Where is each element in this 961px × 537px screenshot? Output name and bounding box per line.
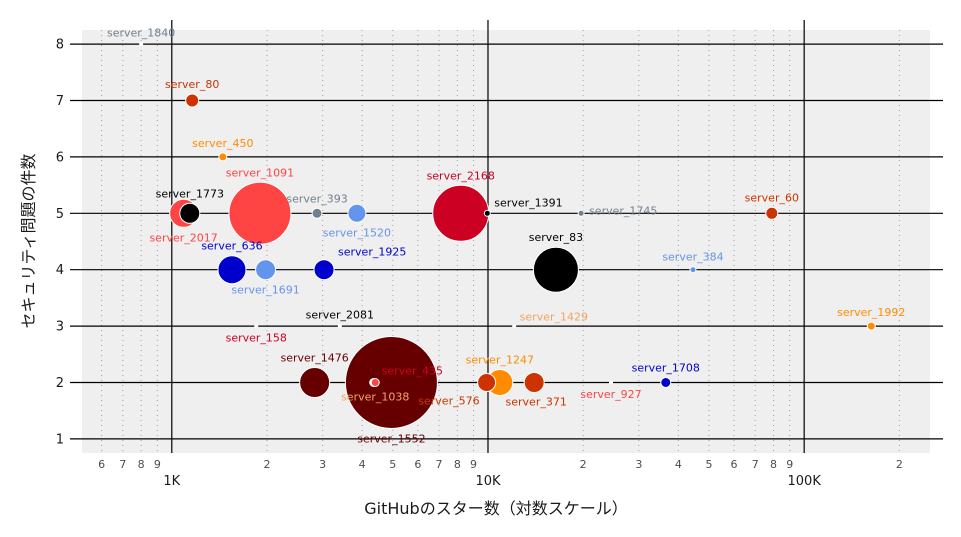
x-minor-tick-label: 9 (786, 458, 793, 471)
y-tick-label: 4 (56, 263, 64, 278)
label-server-2017: server_2017 (149, 231, 217, 244)
point-server-1840 (139, 42, 144, 47)
label-server-1476: server_1476 (280, 352, 348, 365)
x-minor-tick-label: 3 (319, 458, 326, 471)
point-server-1708 (660, 377, 672, 388)
label-server-2168: server_2168 (427, 169, 495, 182)
x-minor-tick-label: 5 (705, 458, 712, 471)
y-tick-label: 6 (56, 150, 64, 165)
point-server-1992 (866, 321, 876, 331)
point-server-1476 (299, 367, 331, 398)
x-minor-tick-label: 4 (359, 458, 366, 471)
label-server-80: server_80 (165, 78, 219, 91)
label-server-1247: server_1247 (466, 354, 534, 367)
point-server-450 (218, 152, 228, 162)
major-gridlines (70, 20, 943, 453)
x-major-tick-label: 100K (788, 474, 822, 489)
y-axis-title: セキュリティ問題の件数 (19, 153, 38, 328)
label-server-1091: server_1091 (226, 166, 294, 179)
point-server-636 (217, 255, 247, 285)
point-server-1925 (313, 259, 335, 281)
x-minor-tick-label: 8 (454, 458, 461, 471)
point-server-60 (765, 206, 779, 220)
point-server-384 (689, 266, 697, 274)
label-server-450: server_450 (192, 137, 253, 150)
x-minor-tick-label: 2 (580, 458, 587, 471)
label-server-1429: server_1429 (520, 311, 588, 324)
point-server-1745 (577, 209, 585, 217)
x-minor-tick-label: 7 (752, 458, 759, 471)
label-server-1391: server_1391 (494, 196, 562, 209)
x-minor-tick-label: 8 (770, 458, 777, 471)
y-tick-labels: 1 2 3 4 5 6 7 8 (56, 38, 64, 448)
y-tick-label: 3 (56, 320, 64, 335)
point-server-2168 (432, 184, 490, 242)
point-server-158 (254, 324, 259, 329)
label-server-384: server_384 (662, 251, 723, 264)
point-labels: server_1840 server_80 server_450 server_177… (107, 27, 905, 446)
label-server-1992: server_1992 (837, 306, 905, 319)
x-minor-tick-label: 6 (731, 458, 738, 471)
label-server-158: server_158 (226, 332, 287, 345)
x-minor-tick-label: 3 (635, 458, 642, 471)
x-major-tick-label: 10K (475, 474, 501, 489)
point-server-1091 (228, 181, 292, 245)
label-server-636: server_636 (201, 240, 262, 253)
x-minor-tick-label: 9 (470, 458, 477, 471)
label-server-1552: server_1552 (357, 433, 425, 446)
point-server-80 (185, 93, 200, 108)
point-server-1429 (512, 324, 517, 329)
point-server-1691 (255, 259, 277, 281)
data-points (139, 42, 876, 429)
x-minor-tick-label: 2 (263, 458, 270, 471)
point-server-927 (609, 380, 614, 385)
label-server-60: server_60 (745, 191, 799, 204)
label-server-1773: server_1773 (156, 187, 224, 200)
label-server-1745: server_1745 (589, 204, 657, 217)
label-server-2081: server_2081 (306, 309, 374, 322)
x-minor-tick-label: 4 (675, 458, 682, 471)
point-server-1552 (344, 336, 438, 429)
x-tick-labels: 6 7 8 9 2 3 4 5 6 7 8 9 2 3 4 5 6 7 8 9 21K 10K 100K (98, 458, 903, 489)
point-server-1391 (483, 209, 491, 217)
label-server-1038: server_1038 (341, 391, 409, 404)
x-axis-title: GitHubのスター数（対数スケール） (364, 499, 627, 518)
label-server-1691: server_1691 (231, 284, 299, 297)
point-server-576 (477, 373, 497, 392)
label-server-435: server_435 (382, 365, 443, 378)
label-server-393: server_393 (286, 192, 347, 205)
point-server-83 (532, 246, 579, 293)
label-server-576: server_576 (418, 395, 479, 408)
x-minor-tick-label: 7 (436, 458, 443, 471)
x-minor-tick-label: 7 (119, 458, 126, 471)
label-server-371: server_371 (506, 396, 567, 409)
x-minor-tick-label: 8 (138, 458, 145, 471)
point-server-371 (523, 372, 545, 393)
label-server-1925: server_1925 (338, 246, 406, 259)
label-server-83: server_83 (529, 231, 583, 244)
y-tick-label: 2 (56, 376, 64, 391)
point-server-1038 (370, 378, 380, 387)
label-server-927: server_927 (580, 388, 641, 401)
point-server-393 (311, 207, 323, 219)
y-tick-label: 1 (56, 432, 64, 447)
label-server-1708: server_1708 (632, 362, 700, 375)
label-server-1520: server_1520 (323, 226, 391, 239)
x-minor-tick-label: 6 (98, 458, 105, 471)
point-server-1520 (347, 203, 367, 223)
x-minor-tick-label: 5 (389, 458, 396, 471)
point-server-2081 (337, 324, 342, 329)
x-minor-tick-label: 2 (896, 458, 903, 471)
x-minor-tick-label: 9 (154, 458, 161, 471)
y-tick-label: 5 (56, 207, 64, 222)
point-server-1773 (179, 202, 201, 224)
y-tick-label: 7 (56, 94, 64, 109)
x-minor-tick-label: 6 (414, 458, 421, 471)
y-tick-label: 8 (56, 38, 64, 53)
label-server-1840: server_1840 (107, 27, 175, 40)
x-major-tick-label: 1K (163, 474, 180, 489)
